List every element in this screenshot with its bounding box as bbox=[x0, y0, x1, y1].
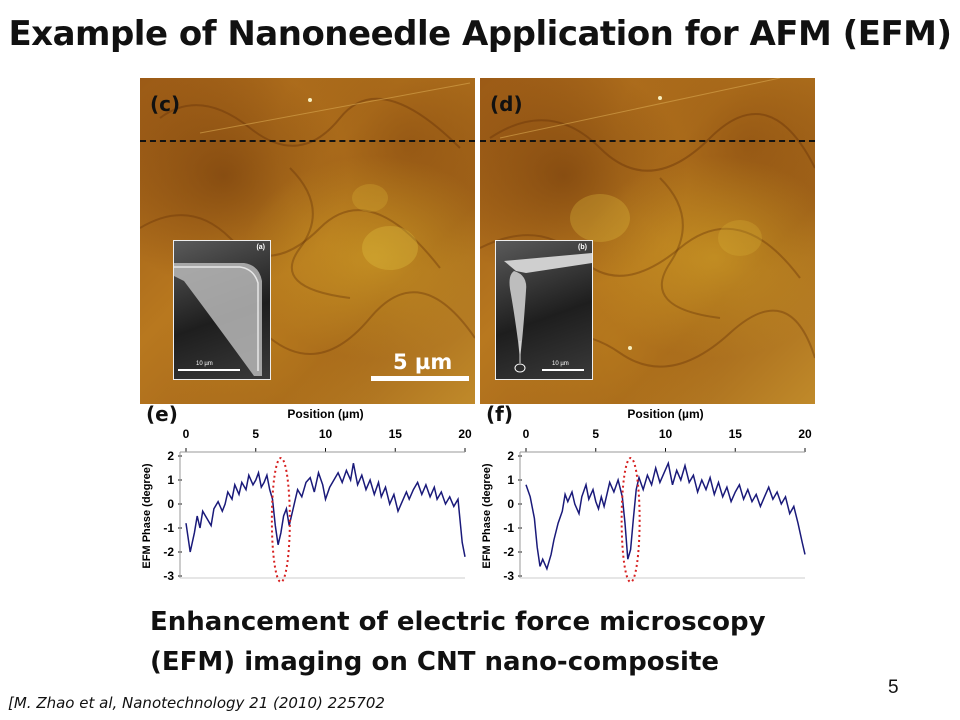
inset-scalebar-b bbox=[542, 369, 584, 371]
scalebar-label: 5 µm bbox=[393, 350, 453, 374]
inset-scale-text-a: 10 µm bbox=[196, 361, 213, 367]
efm-phase-plot-f: (f) Position (µm) 0 5 10 15 20 2 1 0 -1 -2 -3 EFM Ph… bbox=[480, 402, 815, 600]
reference-citation: [M. Zhao et al, Nanotechnology 21 (2010)… bbox=[8, 694, 385, 712]
caption-line-1: Enhancement of electric force microscopy bbox=[150, 607, 766, 637]
y-tick-label: -3 bbox=[163, 569, 174, 583]
slide-number: 5 bbox=[888, 677, 899, 698]
x-tick-label: 5 bbox=[592, 427, 599, 441]
y-tick-label: 2 bbox=[507, 449, 514, 463]
x-tick-label: 15 bbox=[729, 427, 743, 441]
dip-highlight-ellipse bbox=[620, 457, 641, 583]
scalebar bbox=[371, 376, 469, 381]
efm-phase-series bbox=[525, 460, 806, 571]
y-tick-label: -2 bbox=[503, 545, 514, 559]
dip-highlight-ellipse bbox=[270, 457, 291, 583]
y-tick-label: 0 bbox=[507, 497, 514, 511]
y-tick-label: -1 bbox=[163, 521, 174, 535]
x-tick-label: 0 bbox=[523, 427, 530, 441]
inset-label-b: (b) bbox=[578, 244, 587, 251]
sem-inset-b: (b) 10 µm bbox=[495, 240, 593, 380]
x-tick-label: 20 bbox=[458, 427, 472, 441]
y-tick-label: 1 bbox=[507, 473, 514, 487]
slide-title: Example of Nanoneedle Application for AF… bbox=[8, 14, 952, 54]
panel-label-e: (e) bbox=[146, 402, 178, 426]
y-tick-label: 2 bbox=[167, 449, 174, 463]
inset-label-a: (a) bbox=[256, 244, 265, 251]
sem-inset-a: (a) 10 µm bbox=[173, 240, 271, 380]
x-tick-label: 0 bbox=[183, 427, 190, 441]
afm-texture-d bbox=[480, 78, 815, 368]
y-tick-label: 0 bbox=[167, 497, 174, 511]
panel-label-c: (c) bbox=[150, 92, 181, 116]
panel-label-d: (d) bbox=[490, 92, 523, 116]
y-tick-label: 1 bbox=[167, 473, 174, 487]
x-axis-label: Position (µm) bbox=[627, 407, 703, 421]
y-axis-label: EFM Phase (degree) bbox=[481, 463, 493, 568]
x-axis-label: Position (µm) bbox=[287, 407, 363, 421]
x-tick-label: 10 bbox=[659, 427, 673, 441]
y-tick-label: -3 bbox=[503, 569, 514, 583]
y-tick-label: -2 bbox=[163, 545, 174, 559]
x-tick-label: 15 bbox=[389, 427, 403, 441]
scan-line-c bbox=[140, 140, 475, 142]
x-tick-label: 5 bbox=[252, 427, 259, 441]
efm-phase-series bbox=[185, 463, 466, 557]
inset-scalebar-a bbox=[178, 369, 240, 371]
efm-figure: (c) (a) 10 µm 5 µm (d) bbox=[135, 78, 820, 600]
inset-scale-text-b: 10 µm bbox=[552, 361, 569, 367]
nanoneedle-tip-b bbox=[504, 253, 592, 373]
slide-caption: Enhancement of electric force microscopy… bbox=[150, 602, 766, 682]
y-axis-label: EFM Phase (degree) bbox=[141, 463, 153, 568]
x-tick-label: 20 bbox=[798, 427, 812, 441]
afm-image-panel-d: (d) (b) 10 µm bbox=[480, 78, 815, 404]
panel-label-f: (f) bbox=[486, 402, 513, 426]
caption-line-2: (EFM) imaging on CNT nano-composite bbox=[150, 647, 720, 677]
y-tick-label: -1 bbox=[503, 521, 514, 535]
efm-phase-plot-e: (e) Position (µm) 0 5 10 15 20 2 1 0 -1 -2 -3 EFM Ph… bbox=[140, 402, 475, 600]
cantilever-tip-a bbox=[174, 263, 262, 376]
afm-image-panel-c: (c) (a) 10 µm 5 µm bbox=[140, 78, 475, 404]
x-tick-label: 10 bbox=[319, 427, 333, 441]
scan-line-d bbox=[480, 140, 815, 142]
